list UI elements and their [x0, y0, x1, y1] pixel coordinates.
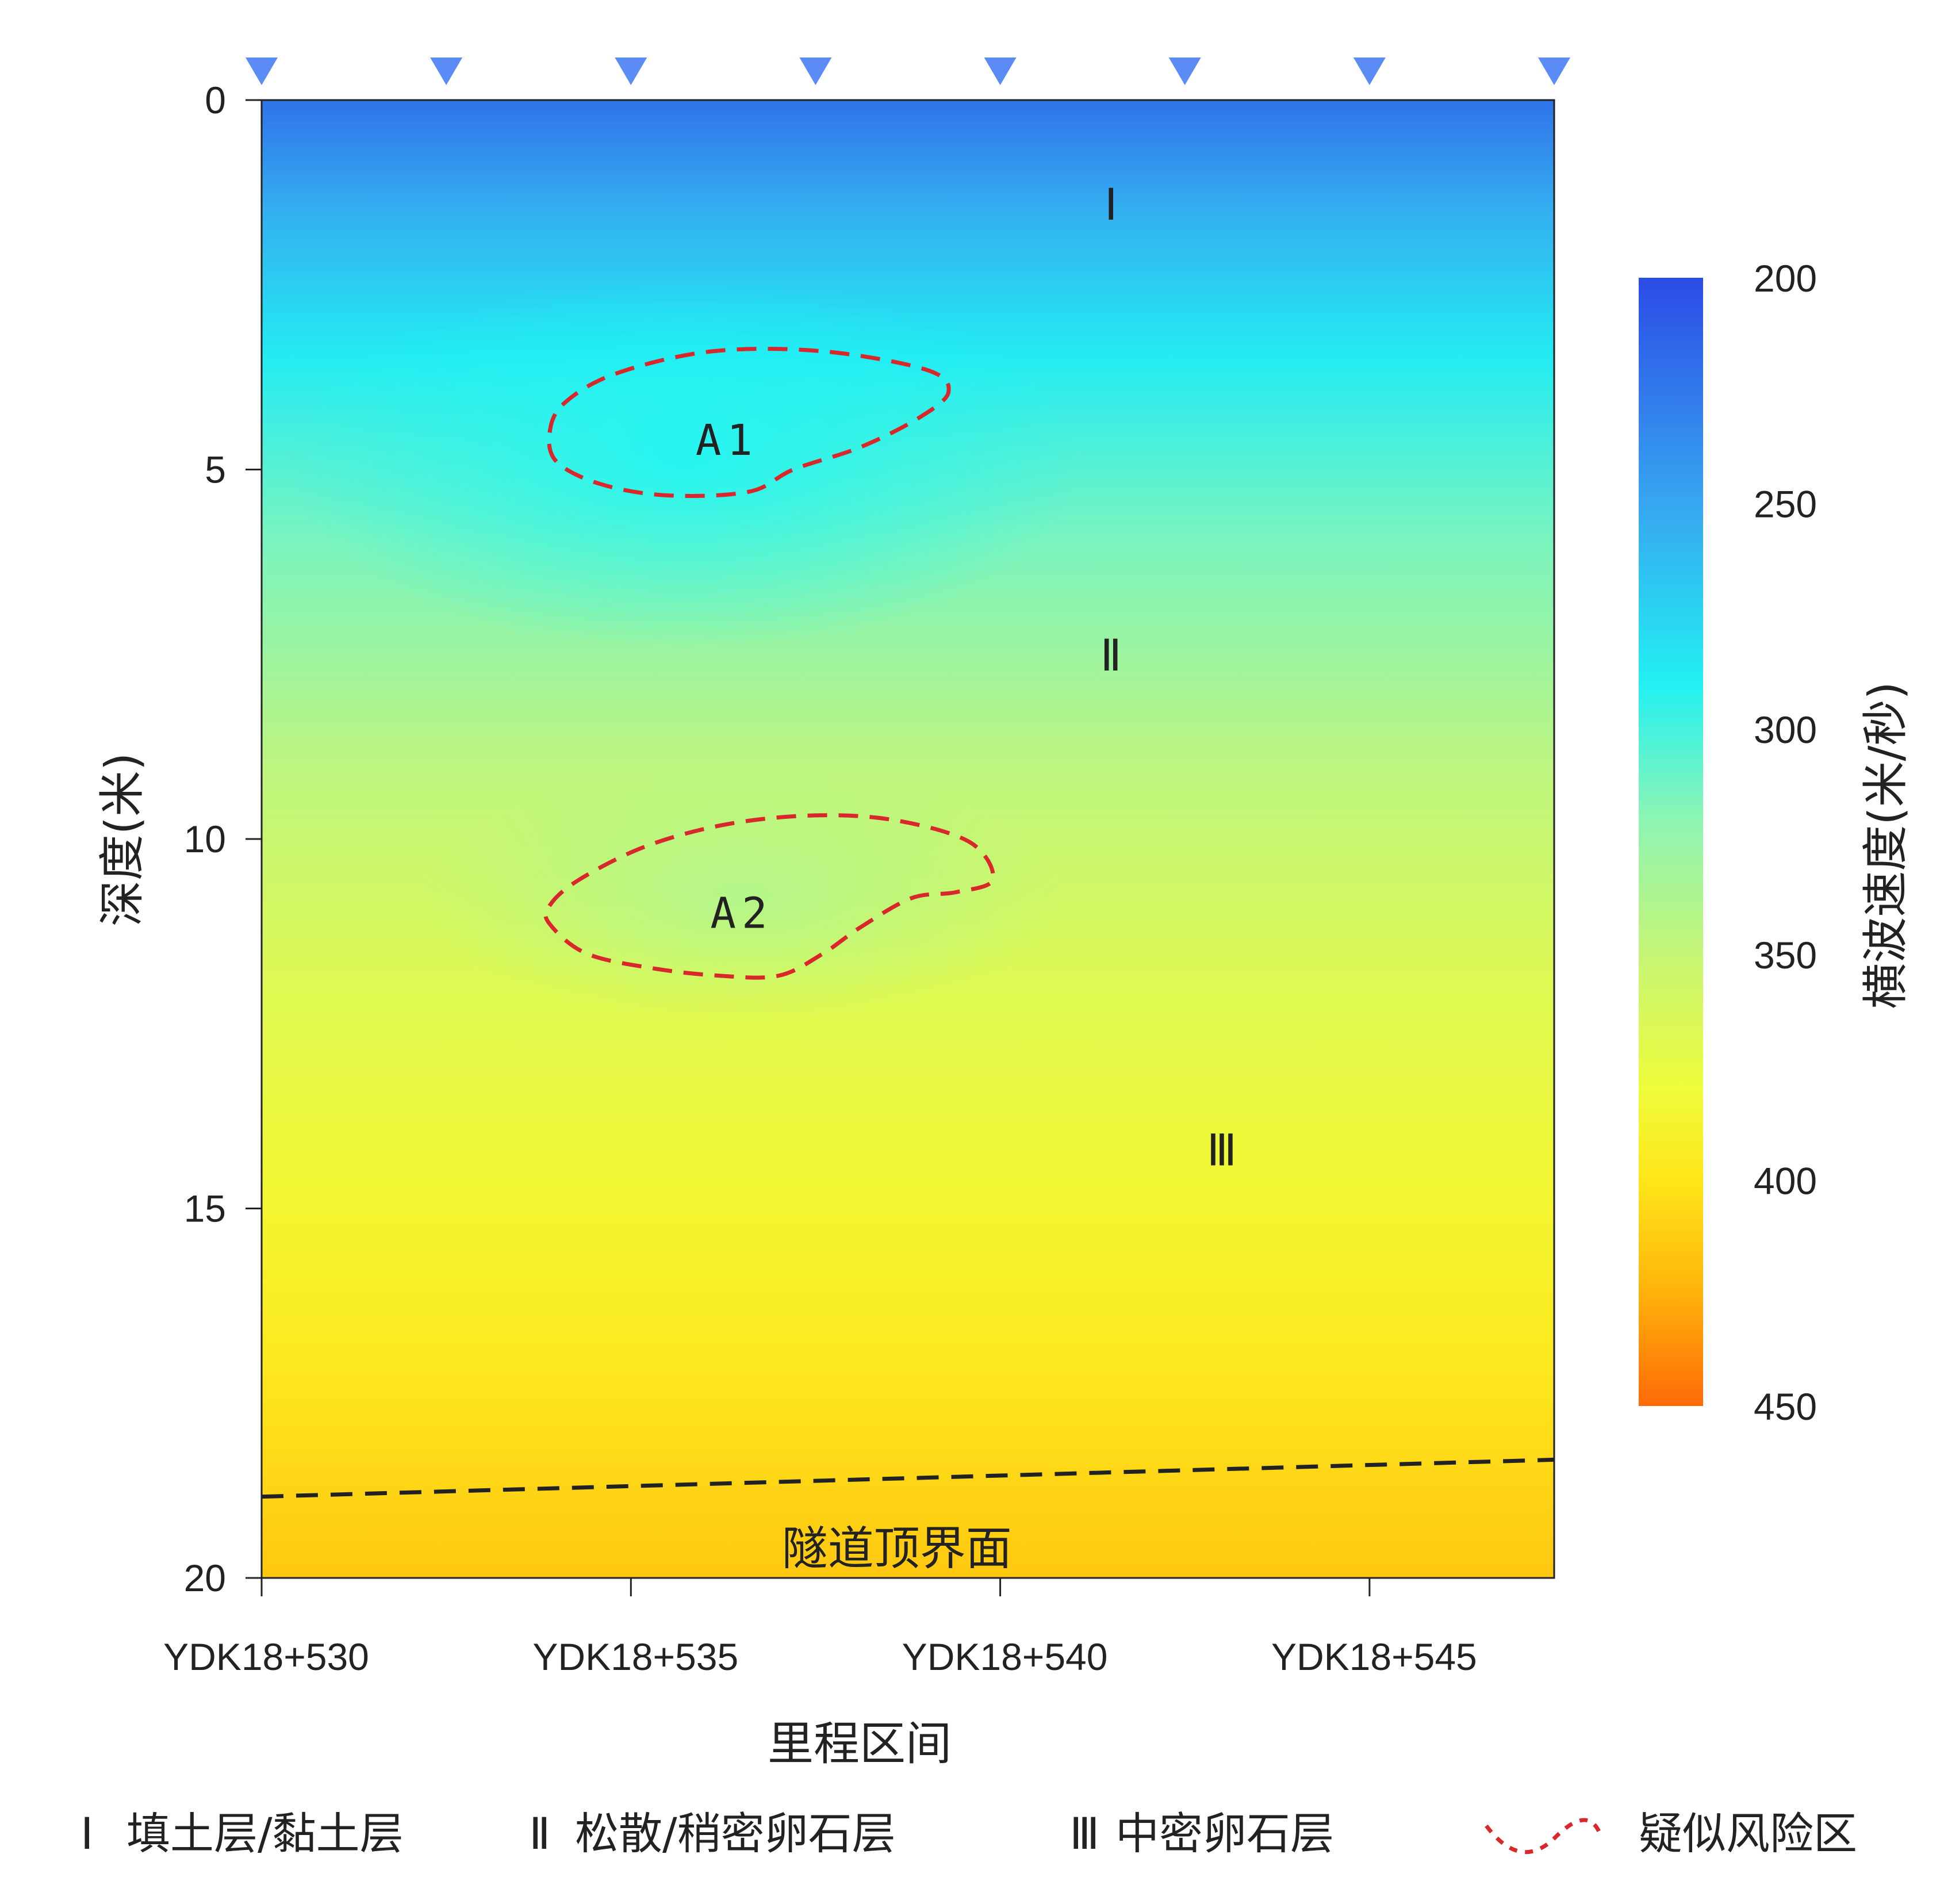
anomaly-label-a1: A1 [696, 416, 758, 465]
receiver-triangle-icon [799, 58, 832, 85]
receiver-triangle-icon [984, 58, 1017, 85]
colorbar-tick-label: 350 [1754, 934, 1817, 976]
colorbar-tick-label: 400 [1754, 1160, 1817, 1202]
receiver-triangle-icon [246, 58, 278, 85]
y-tick-label: 15 [184, 1187, 226, 1230]
x-tick-label: YDK18+535 [532, 1635, 738, 1678]
y-tick-label: 5 [205, 449, 226, 491]
legend-text: 填土层/黏土层 [126, 1808, 404, 1859]
receiver-triangle-icon [615, 58, 647, 85]
layer-labels: Ⅰ Ⅱ Ⅲ [1101, 179, 1237, 1176]
colorbar-ticks: 200 250 300 350 400 450 [1754, 257, 1817, 1428]
legend-symbol: Ⅰ [80, 1808, 93, 1859]
legend-item: Ⅱ 松散/稍密卵石层 [529, 1808, 896, 1859]
x-tick-label: YDK18+540 [902, 1635, 1108, 1678]
legend: Ⅰ 填土层/黏土层 Ⅱ 松散/稍密卵石层 Ⅲ 中密卵石层 疑似风险区 [80, 1808, 1857, 1859]
anomaly-outline-a1 [547, 346, 951, 498]
receiver-triangle-icon [1353, 58, 1386, 85]
legend-text: 松散/稍密卵石层 [575, 1808, 896, 1859]
colorbar-tick-label: 200 [1754, 257, 1817, 300]
legend-symbol: Ⅲ [1069, 1808, 1099, 1859]
low-velocity-glow-a1 [287, 270, 1081, 650]
colorbar-tick-label: 250 [1754, 482, 1817, 525]
receiver-triangle-icon [1168, 58, 1201, 85]
layer-label-1: Ⅰ [1105, 179, 1117, 230]
y-tick-label: 20 [184, 1557, 226, 1599]
legend-risk-zone-swatch [1485, 1818, 1604, 1855]
colorbar-tick-label: 450 [1754, 1385, 1817, 1428]
colorbar [1639, 278, 1703, 1406]
receiver-markers [246, 58, 1570, 85]
tunnel-top-label: 隧道顶界面 [782, 1522, 1012, 1576]
colorbar-tick-label: 300 [1754, 708, 1817, 751]
layer-label-2: Ⅱ [1101, 630, 1122, 681]
layer-label-3: Ⅲ [1207, 1125, 1237, 1176]
tunnel-top-line [261, 1457, 1555, 1499]
colorbar-title: 横波速度(米/秒) [1859, 681, 1912, 1009]
legend-text: 中密卵石层 [1115, 1808, 1334, 1859]
legend-item: Ⅲ 中密卵石层 [1069, 1808, 1334, 1859]
legend-item: Ⅰ 填土层/黏土层 [80, 1808, 404, 1859]
anomaly-layer: A1 A2 [543, 346, 995, 980]
legend-item: 疑似风险区 [1485, 1808, 1857, 1859]
anomaly-outline-a2 [543, 813, 995, 980]
y-tick-label: 0 [205, 79, 226, 121]
anomaly-label-a2: A2 [710, 889, 773, 938]
y-axis-title: 深度(米) [95, 753, 149, 926]
x-tick-label: YDK18+530 [163, 1635, 369, 1678]
tunnel-layer: 隧道顶界面 [261, 1457, 1555, 1576]
low-velocity-glow-a2 [420, 771, 1064, 1024]
x-tick-label: YDK18+545 [1271, 1635, 1477, 1678]
legend-text: 疑似风险区 [1639, 1808, 1857, 1859]
axes: 0 5 10 15 20 YDK18+530 YDK18+535 YDK18+540 YDK18… [163, 79, 1477, 1678]
y-tick-label: 10 [184, 818, 226, 860]
receiver-triangle-icon [430, 58, 463, 85]
receiver-triangle-icon [1538, 58, 1570, 85]
x-axis-title: 里程区间 [768, 1717, 952, 1771]
legend-symbol: Ⅱ [529, 1808, 550, 1859]
